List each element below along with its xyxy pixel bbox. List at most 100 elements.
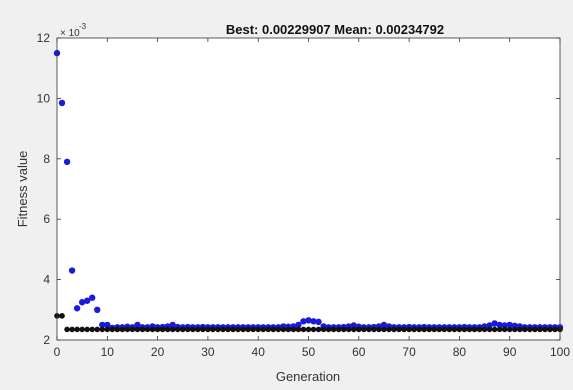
best-point bbox=[169, 326, 176, 333]
mean-point bbox=[380, 321, 388, 329]
best-point bbox=[89, 326, 96, 333]
best-point bbox=[245, 326, 251, 333]
best-point bbox=[190, 326, 196, 333]
best-point bbox=[270, 326, 277, 333]
x-tick-label: 50 bbox=[302, 345, 316, 359]
y-tick-label: 6 bbox=[43, 212, 50, 226]
best-point bbox=[381, 326, 387, 333]
mean-point bbox=[501, 322, 508, 329]
best-point bbox=[486, 326, 493, 333]
best-point bbox=[366, 326, 372, 333]
best-point bbox=[345, 326, 352, 333]
best-point bbox=[149, 326, 156, 333]
best-point bbox=[129, 326, 136, 333]
best-point bbox=[154, 326, 161, 333]
y-tick-label: 12 bbox=[37, 31, 51, 45]
best-point bbox=[350, 326, 357, 333]
best-point bbox=[496, 326, 503, 333]
axes-background bbox=[57, 38, 560, 340]
mean-point bbox=[310, 318, 317, 325]
best-point bbox=[104, 326, 111, 333]
best-point bbox=[391, 326, 397, 333]
best-point bbox=[356, 326, 362, 333]
mean-point bbox=[99, 321, 106, 329]
best-point bbox=[285, 326, 292, 333]
best-point bbox=[179, 326, 186, 333]
mean-point bbox=[89, 294, 96, 301]
best-point bbox=[466, 326, 473, 333]
best-point bbox=[260, 326, 267, 333]
best-point bbox=[330, 326, 337, 333]
best-point bbox=[361, 326, 367, 333]
best-point bbox=[421, 326, 427, 333]
y-tick-label: 8 bbox=[43, 152, 50, 166]
mean-point bbox=[315, 318, 322, 326]
best-point bbox=[516, 326, 523, 333]
best-point bbox=[456, 326, 463, 333]
best-point bbox=[305, 326, 312, 333]
best-point bbox=[195, 326, 201, 333]
mean-point bbox=[104, 321, 111, 329]
best-point bbox=[159, 326, 166, 333]
best-point bbox=[255, 326, 261, 333]
axes-frame bbox=[56, 37, 561, 341]
best-point bbox=[315, 326, 322, 333]
y-multiplier-exponent: -3 bbox=[79, 22, 87, 31]
best-point bbox=[386, 326, 392, 333]
best-point bbox=[371, 326, 377, 333]
best-point bbox=[436, 326, 443, 333]
best-point bbox=[79, 326, 85, 333]
best-point bbox=[225, 326, 231, 333]
x-tick-label: 10 bbox=[101, 345, 115, 359]
best-point bbox=[431, 326, 438, 333]
best-point bbox=[139, 326, 146, 333]
x-tick-label: 80 bbox=[453, 345, 467, 359]
best-point bbox=[184, 326, 191, 333]
best-point bbox=[240, 326, 246, 333]
best-point bbox=[451, 326, 458, 333]
best-point bbox=[340, 326, 347, 333]
mean-point bbox=[305, 317, 312, 324]
best-point bbox=[174, 326, 181, 333]
x-tick-label: 60 bbox=[352, 345, 366, 359]
best-point bbox=[416, 326, 422, 333]
x-tick-label: 40 bbox=[252, 345, 266, 359]
best-point bbox=[164, 326, 171, 333]
best-point bbox=[74, 326, 80, 333]
best-point bbox=[119, 326, 126, 333]
best-point bbox=[547, 326, 553, 333]
mean-point bbox=[486, 322, 493, 329]
best-point bbox=[144, 326, 151, 333]
best-point bbox=[461, 326, 468, 333]
best-point bbox=[411, 326, 417, 333]
best-point bbox=[335, 326, 342, 333]
best-point bbox=[426, 326, 433, 333]
best-point bbox=[441, 326, 448, 333]
mean-point bbox=[78, 299, 86, 306]
best-point bbox=[506, 326, 513, 333]
y-tick-label: 2 bbox=[43, 333, 50, 347]
best-point bbox=[59, 313, 65, 319]
best-series bbox=[54, 313, 563, 333]
x-tick-label: 30 bbox=[201, 345, 215, 359]
mean-point bbox=[94, 306, 101, 313]
best-point bbox=[552, 326, 558, 333]
best-point bbox=[542, 326, 548, 333]
mean-point bbox=[169, 321, 176, 329]
best-point bbox=[69, 326, 75, 333]
best-point bbox=[250, 326, 256, 333]
best-point bbox=[114, 326, 121, 333]
best-point bbox=[290, 326, 297, 333]
y-axis-title: Fitness value bbox=[15, 151, 30, 228]
x-tick-label: 70 bbox=[402, 345, 416, 359]
best-point bbox=[396, 326, 402, 333]
best-point bbox=[205, 326, 211, 333]
best-point bbox=[109, 326, 116, 333]
x-tick-label: 90 bbox=[503, 345, 517, 359]
mean-point bbox=[496, 321, 503, 329]
best-point bbox=[124, 326, 131, 333]
x-axis-title: Generation bbox=[276, 369, 340, 384]
best-point bbox=[99, 326, 106, 333]
y-multiplier-label: × 10 bbox=[60, 28, 80, 39]
